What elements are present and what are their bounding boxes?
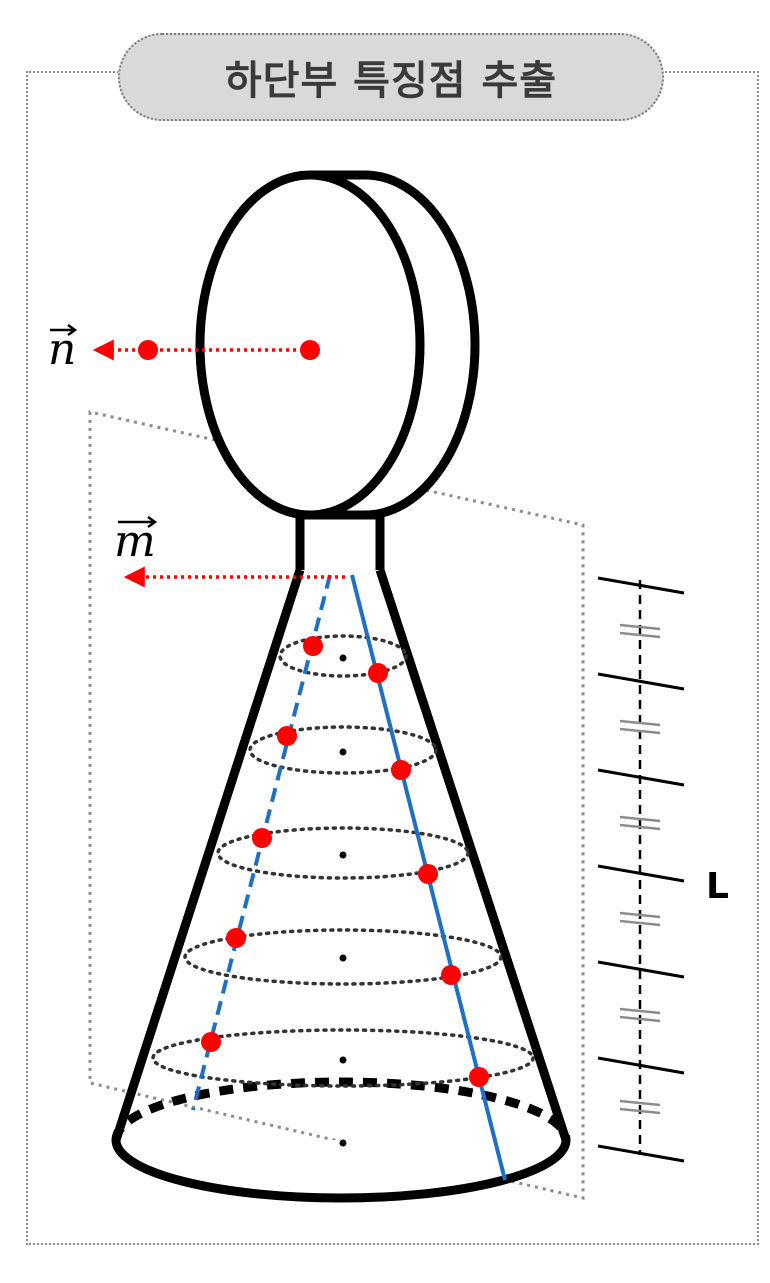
feature-points bbox=[201, 636, 489, 1087]
cross-section-2 bbox=[248, 725, 438, 775]
cross-section-1 bbox=[278, 634, 408, 678]
feature-point bbox=[368, 663, 388, 683]
feature-point bbox=[201, 1032, 221, 1052]
feature-point bbox=[252, 828, 272, 848]
ruler-ticks bbox=[597, 576, 685, 1163]
disc-head bbox=[195, 170, 480, 520]
feature-point bbox=[469, 1067, 489, 1087]
section-plane bbox=[88, 410, 585, 1200]
length-ruler bbox=[597, 576, 685, 1163]
feature-point bbox=[277, 726, 297, 746]
length-label: L bbox=[706, 866, 729, 907]
cone-body bbox=[111, 568, 571, 1203]
cross-section-5 bbox=[151, 1028, 535, 1088]
equal-length-marks bbox=[619, 623, 661, 1115]
feature-point bbox=[226, 928, 246, 948]
center-points bbox=[339, 654, 347, 1147]
feature-point bbox=[418, 864, 438, 884]
figure-title: 하단부 특징점 추출 bbox=[224, 58, 558, 104]
feature-point bbox=[303, 636, 323, 656]
cross-section-4 bbox=[183, 928, 503, 986]
feature-point bbox=[391, 760, 411, 780]
cross-sections bbox=[151, 634, 535, 1088]
feature-point bbox=[441, 965, 461, 985]
neck bbox=[295, 512, 385, 570]
normal-vector-n bbox=[92, 339, 320, 361]
title-banner: 하단부 특징점 추출 bbox=[118, 33, 664, 121]
vector-m-label: m bbox=[114, 516, 156, 567]
cross-section-3 bbox=[216, 826, 470, 880]
